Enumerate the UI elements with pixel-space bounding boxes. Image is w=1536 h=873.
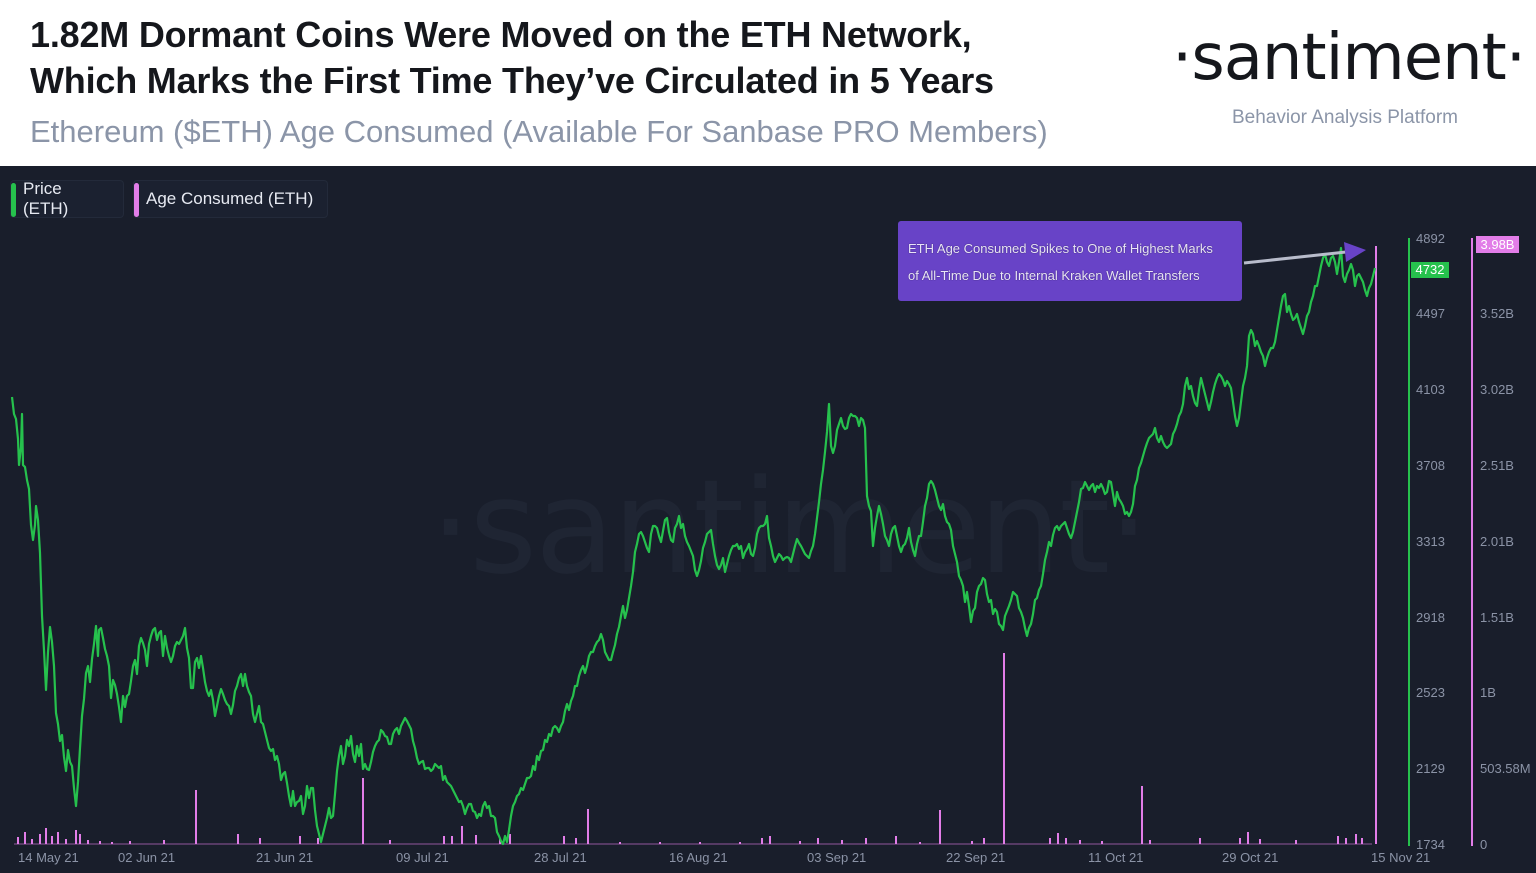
page-subtitle: Ethereum ($ETH) Age Consumed (Available … <box>30 114 1048 149</box>
x-tick: 21 Jun 21 <box>256 850 314 865</box>
price-tick: 2129 <box>1416 761 1445 776</box>
legend-age-label: Age Consumed (ETH) <box>146 189 314 208</box>
age-tick: 503.58M <box>1480 761 1531 776</box>
annotation-callout: ETH Age Consumed Spikes to One of Highes… <box>898 221 1242 301</box>
header: 1.82M Dormant Coins Were Moved on the ET… <box>0 0 1536 166</box>
age-tick: 1B <box>1480 685 1496 700</box>
legend-price-color-bar <box>11 183 16 217</box>
price-tick: 3313 <box>1416 534 1445 549</box>
legend-age-color-bar <box>134 183 139 217</box>
title-line-1: 1.82M Dormant Coins Were Moved on the ET… <box>30 14 972 55</box>
x-tick: 16 Aug 21 <box>669 850 728 865</box>
santiment-watermark: ·santiment· <box>430 451 1150 603</box>
legend-price-label: Price (ETH) <box>23 179 69 218</box>
price-tick: 4892 <box>1416 231 1445 246</box>
age-tick: 2.51B <box>1480 458 1514 473</box>
x-tick: 03 Sep 21 <box>807 850 867 865</box>
price-tick: 2918 <box>1416 610 1445 625</box>
x-tick: 02 Jun 21 <box>118 850 176 865</box>
annotation-arrow-head <box>1344 242 1366 262</box>
price-tick: 1734 <box>1416 837 1445 852</box>
annotation-line-2: of All-Time Due to Internal Kraken Walle… <box>908 268 1200 283</box>
age-tick: 3.02B <box>1480 382 1514 397</box>
chart-area: ·santiment· <box>0 166 1536 873</box>
price-tick: 4103 <box>1416 382 1445 397</box>
age-tick: 3.52B <box>1480 306 1514 321</box>
chart-plot <box>10 238 1473 846</box>
age-tick: 1.51B <box>1480 610 1514 625</box>
title-line-2: Which Marks the First Time They’ve Circu… <box>30 60 994 101</box>
x-tick: 14 May 21 <box>18 850 79 865</box>
price-tick: 3708 <box>1416 458 1445 473</box>
logo-tagline: Behavior Analysis Platform <box>1232 107 1458 128</box>
x-tick: 28 Jul 21 <box>534 850 587 865</box>
price-line <box>10 246 1377 846</box>
x-tick: 29 Oct 21 <box>1222 850 1279 865</box>
x-tick: 09 Jul 21 <box>396 850 449 865</box>
annotation-arrow-line <box>1243 250 1347 265</box>
santiment-logo: ·santiment· <box>1172 21 1526 95</box>
age-tick: 2.01B <box>1480 534 1514 549</box>
legend-price[interactable]: Price (ETH) <box>10 179 124 218</box>
page-title: 1.82M Dormant Coins Were Moved on the ET… <box>30 12 994 104</box>
age-consumed-bars <box>14 246 1377 845</box>
age-current-badge: 3.98B <box>1476 236 1519 253</box>
price-tick: 2523 <box>1416 685 1445 700</box>
x-tick: 15 Nov 21 <box>1371 850 1431 865</box>
x-tick: 22 Sep 21 <box>946 850 1006 865</box>
price-current-badge: 4732 <box>1411 262 1449 278</box>
annotation-line-1: ETH Age Consumed Spikes to One of Highes… <box>908 241 1213 256</box>
price-tick: 4497 <box>1416 306 1445 321</box>
age-tick: 0 <box>1480 837 1488 852</box>
x-tick: 11 Oct 21 <box>1088 850 1144 865</box>
legend-age-consumed[interactable]: Age Consumed (ETH) <box>133 180 328 218</box>
